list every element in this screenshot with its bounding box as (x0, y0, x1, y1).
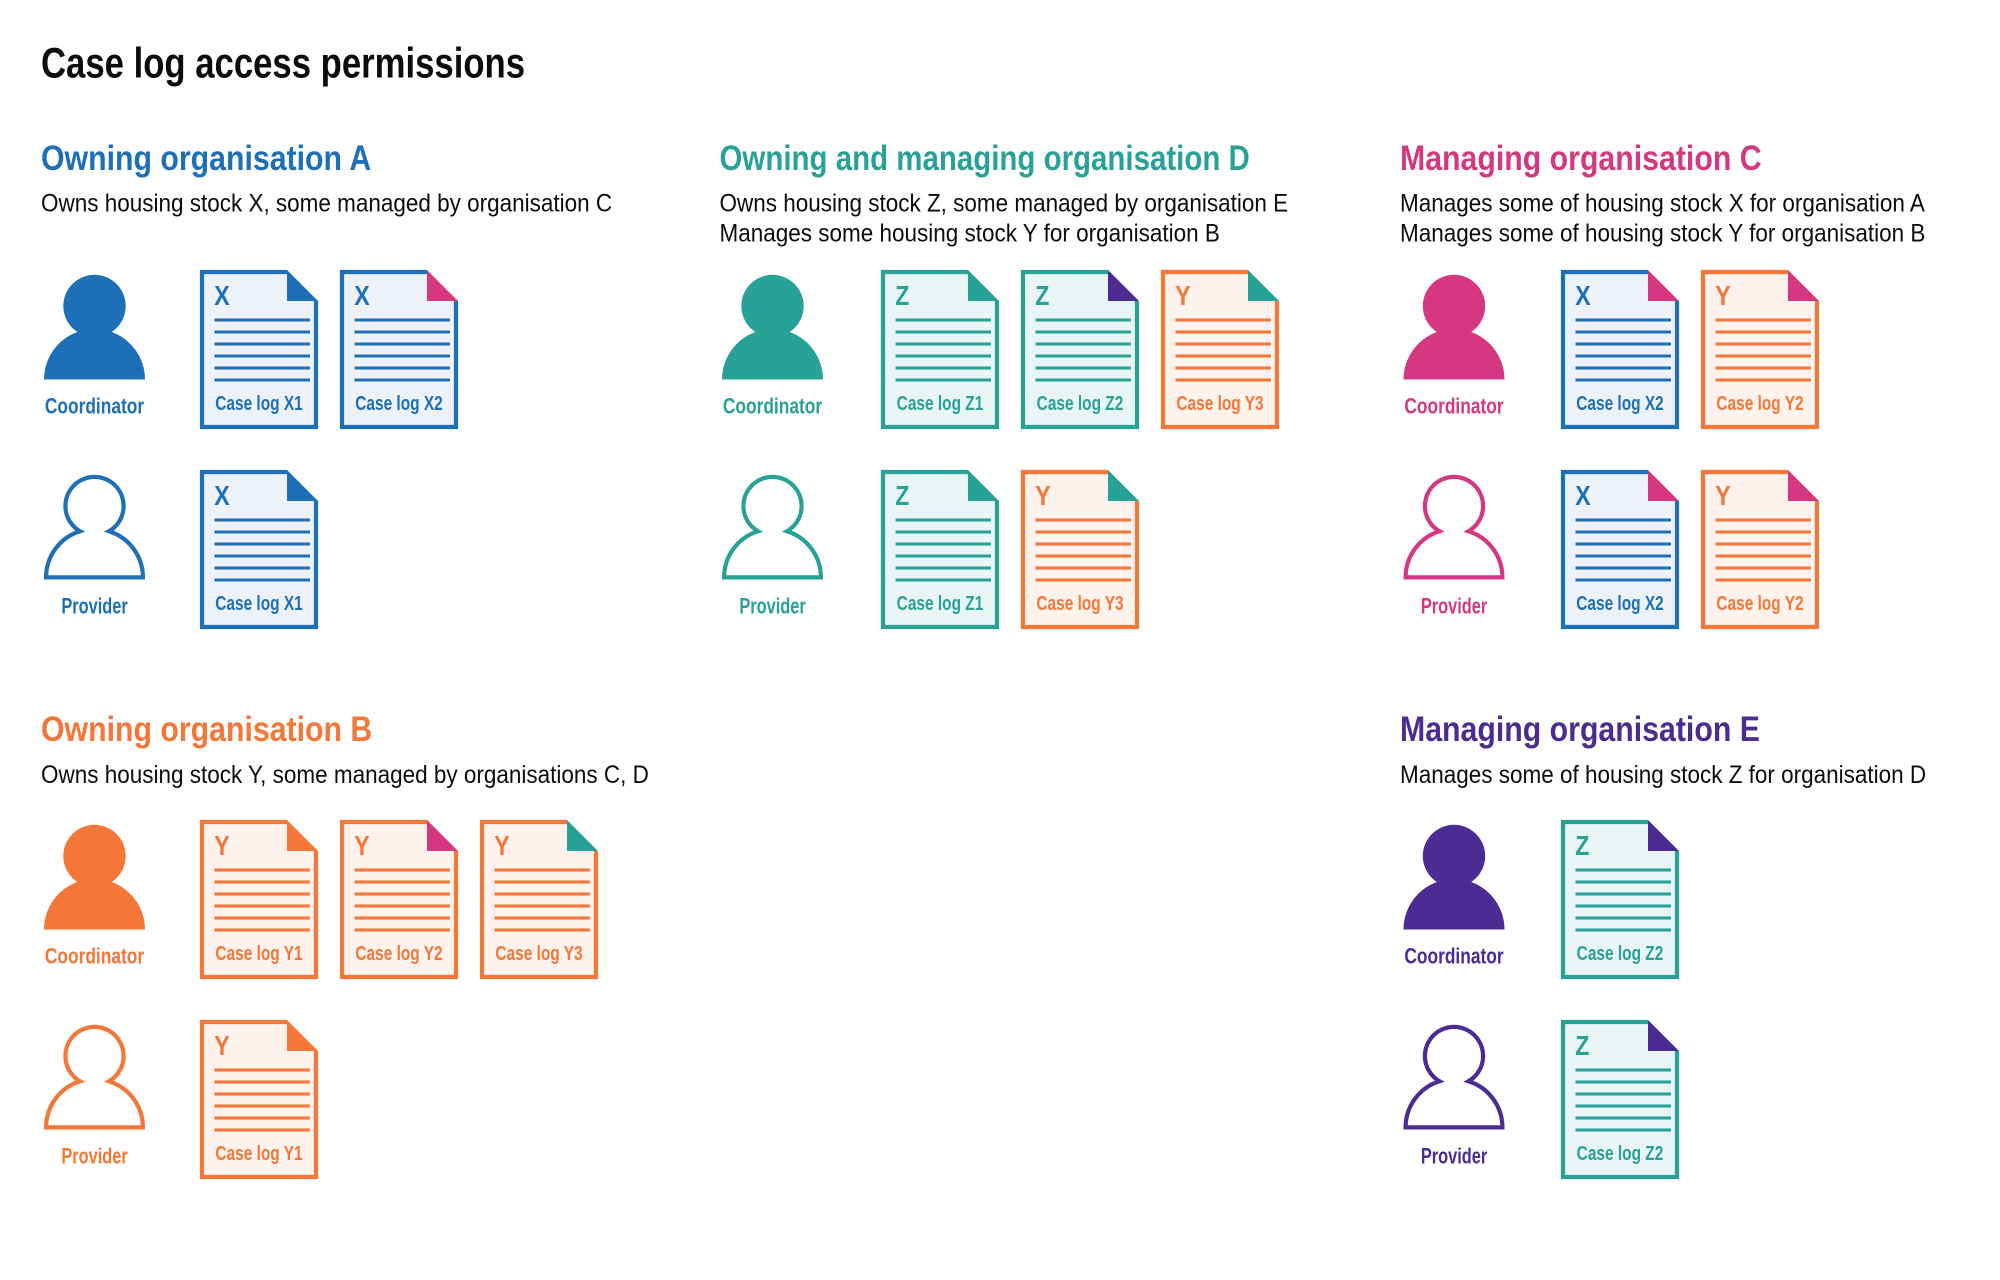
svg-text:Owning organisation A: Owning organisation A (41, 138, 371, 178)
svg-text:Case log Z2: Case log Z2 (1037, 392, 1124, 414)
svg-text:Coordinator: Coordinator (45, 395, 144, 419)
svg-text:Case log X1: Case log X1 (215, 592, 303, 614)
svg-text:Z: Z (895, 481, 909, 511)
svg-text:Case log Z2: Case log Z2 (1577, 1142, 1664, 1164)
svg-text:Case log X1: Case log X1 (215, 392, 303, 414)
svg-text:Y: Y (354, 831, 369, 861)
svg-text:Managing organisation E: Managing organisation E (1400, 709, 1760, 749)
svg-text:Managing organisation C: Managing organisation C (1400, 138, 1762, 178)
svg-text:Coordinator: Coordinator (1404, 395, 1503, 419)
svg-text:Manages some of housing stock: Manages some of housing stock X for orga… (1400, 189, 1925, 217)
svg-text:X: X (1575, 481, 1590, 511)
svg-text:Manages some of housing stock: Manages some of housing stock Z for orga… (1400, 761, 1926, 789)
svg-text:Case log X2: Case log X2 (1576, 392, 1664, 414)
svg-text:Y: Y (214, 1031, 229, 1061)
svg-text:Y: Y (214, 831, 229, 861)
svg-text:Case log Y3: Case log Y3 (1176, 392, 1263, 414)
svg-text:Manages some of housing stock: Manages some of housing stock Y for orga… (1400, 219, 1925, 247)
svg-text:Y: Y (494, 831, 509, 861)
svg-text:Z: Z (895, 281, 909, 311)
svg-text:Owns housing stock Y, some man: Owns housing stock Y, some managed by or… (41, 761, 649, 789)
svg-text:Owning organisation B: Owning organisation B (41, 709, 372, 749)
svg-text:Provider: Provider (1421, 594, 1488, 619)
svg-text:Z: Z (1035, 281, 1049, 311)
svg-text:Case log Y2: Case log Y2 (355, 942, 442, 964)
svg-text:Case log X2: Case log X2 (1576, 592, 1664, 614)
svg-text:Case log Y3: Case log Y3 (1036, 592, 1123, 614)
svg-text:Coordinator: Coordinator (1404, 945, 1503, 969)
svg-text:Provider: Provider (739, 594, 806, 619)
svg-text:Case log X2: Case log X2 (355, 392, 443, 414)
svg-text:Case log Z2: Case log Z2 (1577, 942, 1664, 964)
svg-text:Coordinator: Coordinator (45, 945, 144, 969)
svg-text:Case log Y2: Case log Y2 (1716, 392, 1803, 414)
svg-text:Case log Y2: Case log Y2 (1716, 592, 1803, 614)
svg-text:X: X (354, 281, 369, 311)
svg-text:Case log Z1: Case log Z1 (897, 592, 984, 614)
svg-text:Case log access permissions: Case log access permissions (41, 40, 525, 87)
svg-text:Provider: Provider (61, 594, 128, 619)
svg-text:Y: Y (1175, 281, 1190, 311)
svg-text:X: X (1575, 281, 1590, 311)
svg-text:Owning and managing organisati: Owning and managing organisation D (720, 139, 1250, 178)
svg-text:Case log Z1: Case log Z1 (897, 392, 984, 414)
svg-text:Case log Y3: Case log Y3 (495, 942, 582, 964)
svg-text:Manages some housing stock Y f: Manages some housing stock Y for organis… (720, 219, 1220, 247)
svg-text:Z: Z (1575, 831, 1589, 861)
svg-text:Case log Y1: Case log Y1 (215, 1142, 302, 1164)
svg-text:Y: Y (1715, 481, 1730, 511)
svg-text:Provider: Provider (61, 1144, 128, 1169)
svg-text:Y: Y (1715, 281, 1730, 311)
svg-text:Owns housing stock X, some man: Owns housing stock X, some managed by or… (41, 189, 612, 217)
svg-text:Case log Y1: Case log Y1 (215, 942, 302, 964)
svg-text:Provider: Provider (1421, 1144, 1488, 1169)
svg-text:Coordinator: Coordinator (723, 395, 822, 419)
svg-text:Y: Y (1035, 481, 1050, 511)
svg-text:Owns housing stock Z, some man: Owns housing stock Z, some managed by or… (720, 189, 1289, 217)
svg-text:X: X (214, 481, 229, 511)
svg-text:X: X (214, 281, 229, 311)
svg-text:Z: Z (1575, 1031, 1589, 1061)
